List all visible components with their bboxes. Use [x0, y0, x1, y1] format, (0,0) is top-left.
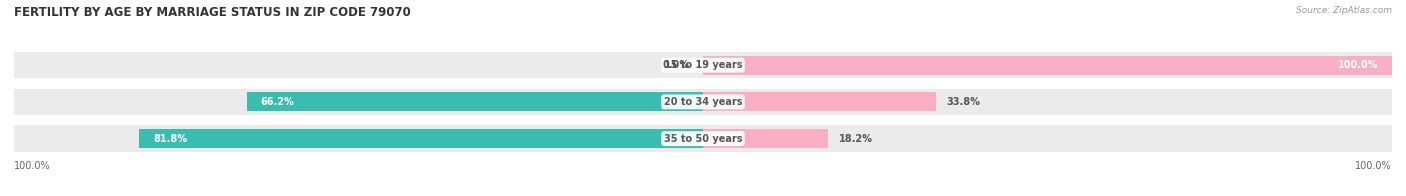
Bar: [14, 125, 1392, 152]
Bar: [14, 52, 1392, 78]
Text: 100.0%: 100.0%: [14, 162, 51, 172]
Bar: [703, 56, 1392, 75]
Text: 18.2%: 18.2%: [839, 134, 873, 144]
Bar: [703, 129, 828, 148]
Bar: [139, 129, 703, 148]
Text: 100.0%: 100.0%: [1337, 60, 1378, 70]
Text: Source: ZipAtlas.com: Source: ZipAtlas.com: [1296, 6, 1392, 15]
Text: 20 to 34 years: 20 to 34 years: [664, 97, 742, 107]
Text: FERTILITY BY AGE BY MARRIAGE STATUS IN ZIP CODE 79070: FERTILITY BY AGE BY MARRIAGE STATUS IN Z…: [14, 6, 411, 19]
Bar: [703, 92, 936, 112]
Text: 100.0%: 100.0%: [1355, 162, 1392, 172]
Bar: [14, 89, 1392, 115]
Text: 66.2%: 66.2%: [260, 97, 294, 107]
Text: 35 to 50 years: 35 to 50 years: [664, 134, 742, 144]
Bar: [247, 92, 703, 112]
Text: 0.0%: 0.0%: [662, 60, 689, 70]
Text: 33.8%: 33.8%: [946, 97, 980, 107]
Text: 81.8%: 81.8%: [153, 134, 187, 144]
Text: 15 to 19 years: 15 to 19 years: [664, 60, 742, 70]
